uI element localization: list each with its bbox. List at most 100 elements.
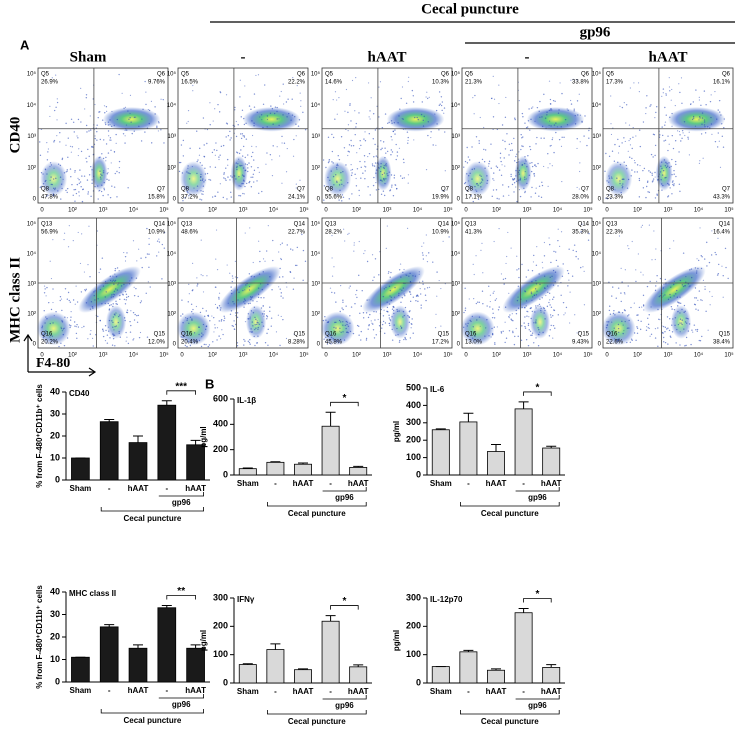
event-dot	[72, 299, 75, 301]
event-dot	[492, 178, 494, 180]
header-cecal: Cecal puncture	[421, 1, 519, 17]
event-dot	[623, 309, 626, 311]
event-dot	[332, 162, 334, 164]
event-dot	[119, 298, 121, 301]
event-dot	[75, 332, 78, 335]
event-dot	[611, 321, 613, 323]
event-dot	[93, 294, 95, 297]
population-blob	[242, 107, 301, 132]
event-dot	[236, 344, 239, 347]
event-dot	[418, 273, 420, 275]
event-dot	[678, 130, 681, 133]
event-dot	[718, 140, 720, 142]
event-dot	[533, 175, 536, 177]
event-dot	[106, 342, 109, 344]
event-dot	[626, 167, 628, 170]
event-dot	[704, 288, 706, 290]
event-dot	[266, 115, 269, 117]
event-dot	[505, 96, 507, 99]
event-dot	[247, 318, 249, 320]
flow-y-tick: 0	[457, 197, 461, 203]
event-dot	[425, 255, 427, 257]
gate-percent: 22.7%	[288, 230, 306, 236]
event-dot	[381, 147, 383, 150]
event-dot	[374, 162, 377, 164]
gate-percent: 56.9%	[41, 230, 59, 236]
event-dot	[104, 325, 107, 327]
event-dot	[620, 300, 622, 303]
event-dot	[567, 272, 570, 275]
event-dot	[473, 168, 476, 170]
event-dot	[524, 122, 526, 124]
event-dot	[502, 139, 504, 142]
event-dot	[560, 231, 563, 233]
event-dot	[248, 162, 250, 164]
event-dot	[463, 166, 465, 168]
event-dot	[258, 192, 260, 195]
event-dot	[652, 156, 654, 158]
event-dot	[421, 245, 423, 248]
event-dot	[154, 106, 156, 108]
event-dot	[548, 292, 551, 294]
event-dot	[641, 224, 644, 227]
event-dot	[360, 177, 362, 179]
event-dot	[76, 301, 79, 303]
event-dot	[526, 126, 529, 128]
event-dot	[539, 305, 541, 307]
event-dot	[703, 90, 706, 92]
event-dot	[586, 144, 588, 147]
event-dot	[87, 191, 90, 193]
event-dot	[278, 286, 280, 288]
event-dot	[384, 113, 387, 115]
event-dot	[716, 146, 719, 148]
event-dot	[251, 296, 254, 298]
event-dot	[250, 328, 252, 330]
event-dot	[673, 240, 675, 242]
event-dot	[255, 318, 257, 321]
event-dot	[106, 334, 109, 336]
significance-label: *	[342, 393, 346, 404]
significance-bracket	[523, 598, 552, 603]
event-dot	[563, 314, 565, 316]
event-dot	[196, 283, 199, 285]
event-dot	[652, 180, 654, 182]
event-dot	[126, 311, 129, 314]
event-dot	[91, 179, 93, 181]
event-dot	[239, 195, 242, 197]
event-dot	[671, 173, 673, 176]
event-dot	[279, 288, 281, 290]
event-dot	[684, 134, 686, 137]
event-dot	[710, 116, 712, 119]
bar	[459, 421, 478, 476]
chart-title: CD40	[69, 389, 90, 398]
flow-y-tick: 10²	[451, 165, 460, 171]
event-dot	[116, 170, 118, 173]
event-dot	[230, 292, 233, 295]
event-dot	[63, 344, 66, 347]
event-dot	[201, 164, 203, 167]
event-dot	[527, 324, 530, 327]
event-dot	[629, 156, 631, 158]
event-dot	[267, 225, 269, 227]
event-dot	[671, 112, 673, 115]
group-label: gp96	[172, 498, 191, 507]
event-dot	[711, 230, 713, 232]
event-dot	[555, 131, 557, 134]
event-dot	[524, 191, 526, 194]
event-dot	[188, 178, 191, 180]
event-dot	[617, 152, 620, 154]
event-dot	[474, 94, 476, 97]
event-dot	[473, 113, 475, 115]
y-tick-label: 300	[213, 592, 228, 602]
event-dot	[510, 247, 512, 249]
event-dot	[578, 331, 580, 333]
event-dot	[724, 247, 727, 250]
event-dot	[606, 180, 608, 182]
event-dot	[196, 339, 198, 342]
event-dot	[355, 122, 358, 125]
event-dot	[716, 274, 719, 276]
event-dot	[666, 165, 669, 167]
event-dot	[332, 136, 335, 139]
event-dot	[111, 110, 113, 113]
event-dot	[722, 275, 724, 277]
